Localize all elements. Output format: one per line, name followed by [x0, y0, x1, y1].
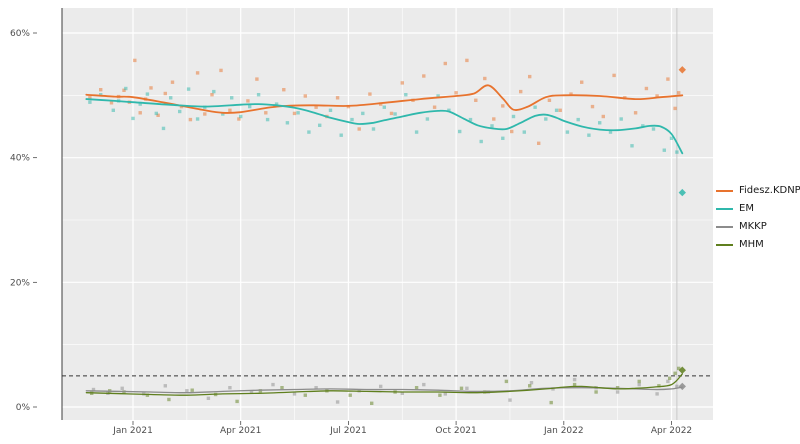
legend-swatch-mhm: [716, 244, 733, 246]
svg-text:Apr 2021: Apr 2021: [220, 426, 261, 436]
legend-label-mkkp: MKKP: [739, 221, 767, 232]
chart-legend: Fidesz.KDNP EM MKKP MHM: [716, 184, 800, 252]
svg-text:0%: 0%: [16, 403, 31, 413]
svg-text:20%: 20%: [10, 278, 30, 288]
legend-label-em: EM: [739, 203, 754, 214]
legend-item-mkkp: MKKP: [716, 220, 800, 234]
svg-text:Apr 2022: Apr 2022: [651, 426, 692, 436]
svg-text:Jan 2021: Jan 2021: [112, 426, 153, 436]
legend-item-em: EM: [716, 202, 800, 216]
legend-label-fidesz-kdnp: Fidesz.KDNP: [739, 185, 800, 196]
svg-text:Jan 2022: Jan 2022: [543, 426, 584, 436]
svg-text:60%: 60%: [10, 29, 30, 39]
legend-swatch-fidesz-kdnp: [716, 190, 733, 192]
svg-text:Oct 2021: Oct 2021: [435, 426, 476, 436]
legend-item-fidesz-kdnp: Fidesz.KDNP: [716, 184, 800, 198]
svg-text:40%: 40%: [10, 154, 30, 164]
svg-text:Jul 2021: Jul 2021: [329, 426, 367, 436]
legend-item-mhm: MHM: [716, 238, 800, 252]
legend-swatch-em: [716, 208, 733, 210]
legend-label-mhm: MHM: [739, 239, 764, 250]
legend-swatch-mkkp: [716, 226, 733, 228]
